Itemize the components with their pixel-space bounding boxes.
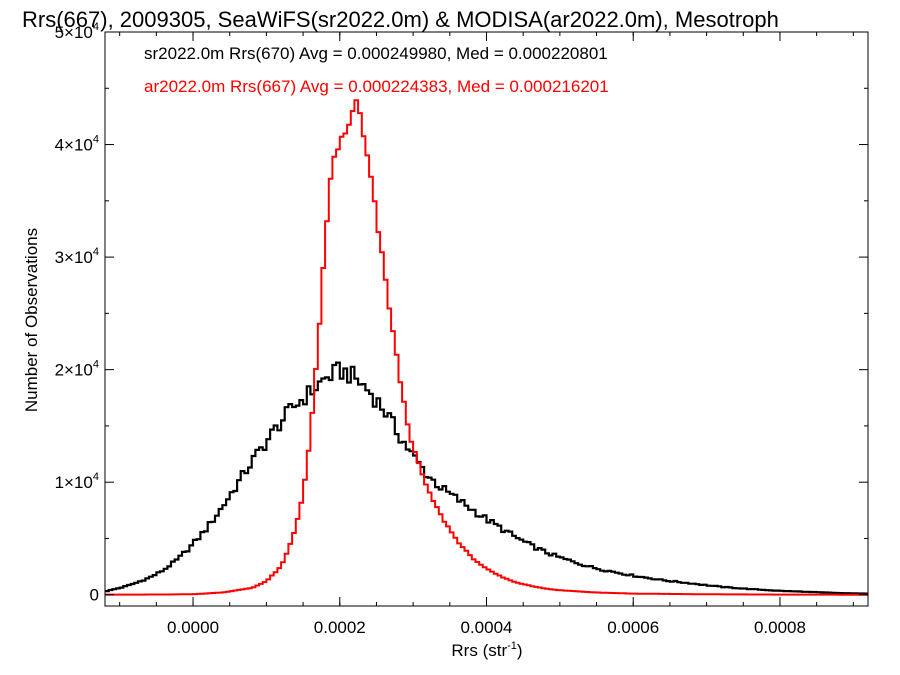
x-tick-label: 0.0002 [314, 618, 366, 637]
annotation-sr: sr2022.0m Rrs(670) Avg = 0.000249980, Me… [144, 44, 608, 63]
y-tick-label: 4×104 [55, 134, 99, 155]
y-axis: 0 1×104 2×104 3×104 4×104 5×104 [55, 21, 868, 605]
x-axis-label-close: ) [517, 641, 523, 660]
y-tick-label: 0 [90, 586, 99, 605]
series-sr2022-histogram [105, 361, 868, 595]
x-axis-label-superscript: -1 [507, 640, 517, 652]
x-axis-label: Rrs (str-1) [451, 640, 522, 660]
y-tick-label: 1×104 [55, 471, 99, 492]
y-tick-label: 2×104 [55, 359, 99, 380]
x-tick-label: 0.0004 [461, 618, 513, 637]
annotation-ar: ar2022.0m Rrs(667) Avg = 0.000224383, Me… [144, 77, 609, 96]
x-axis: 0.0000 0.0002 0.0004 0.0006 0.0008 [119, 32, 854, 637]
x-tick-label: 0.0000 [167, 618, 219, 637]
y-tick-label: 3×104 [55, 246, 99, 267]
plot-area [105, 99, 868, 596]
x-tick-label: 0.0008 [754, 618, 806, 637]
x-axis-label-text: Rrs (str [451, 641, 507, 660]
y-tick-label: 5×104 [55, 21, 99, 42]
y-axis-label: Number of Observations [22, 228, 41, 412]
chart-title: Rrs(667), 2009305, SeaWiFS(sr2022.0m) & … [22, 7, 779, 32]
x-tick-label: 0.0006 [607, 618, 659, 637]
series-ar2022-histogram [105, 99, 868, 596]
